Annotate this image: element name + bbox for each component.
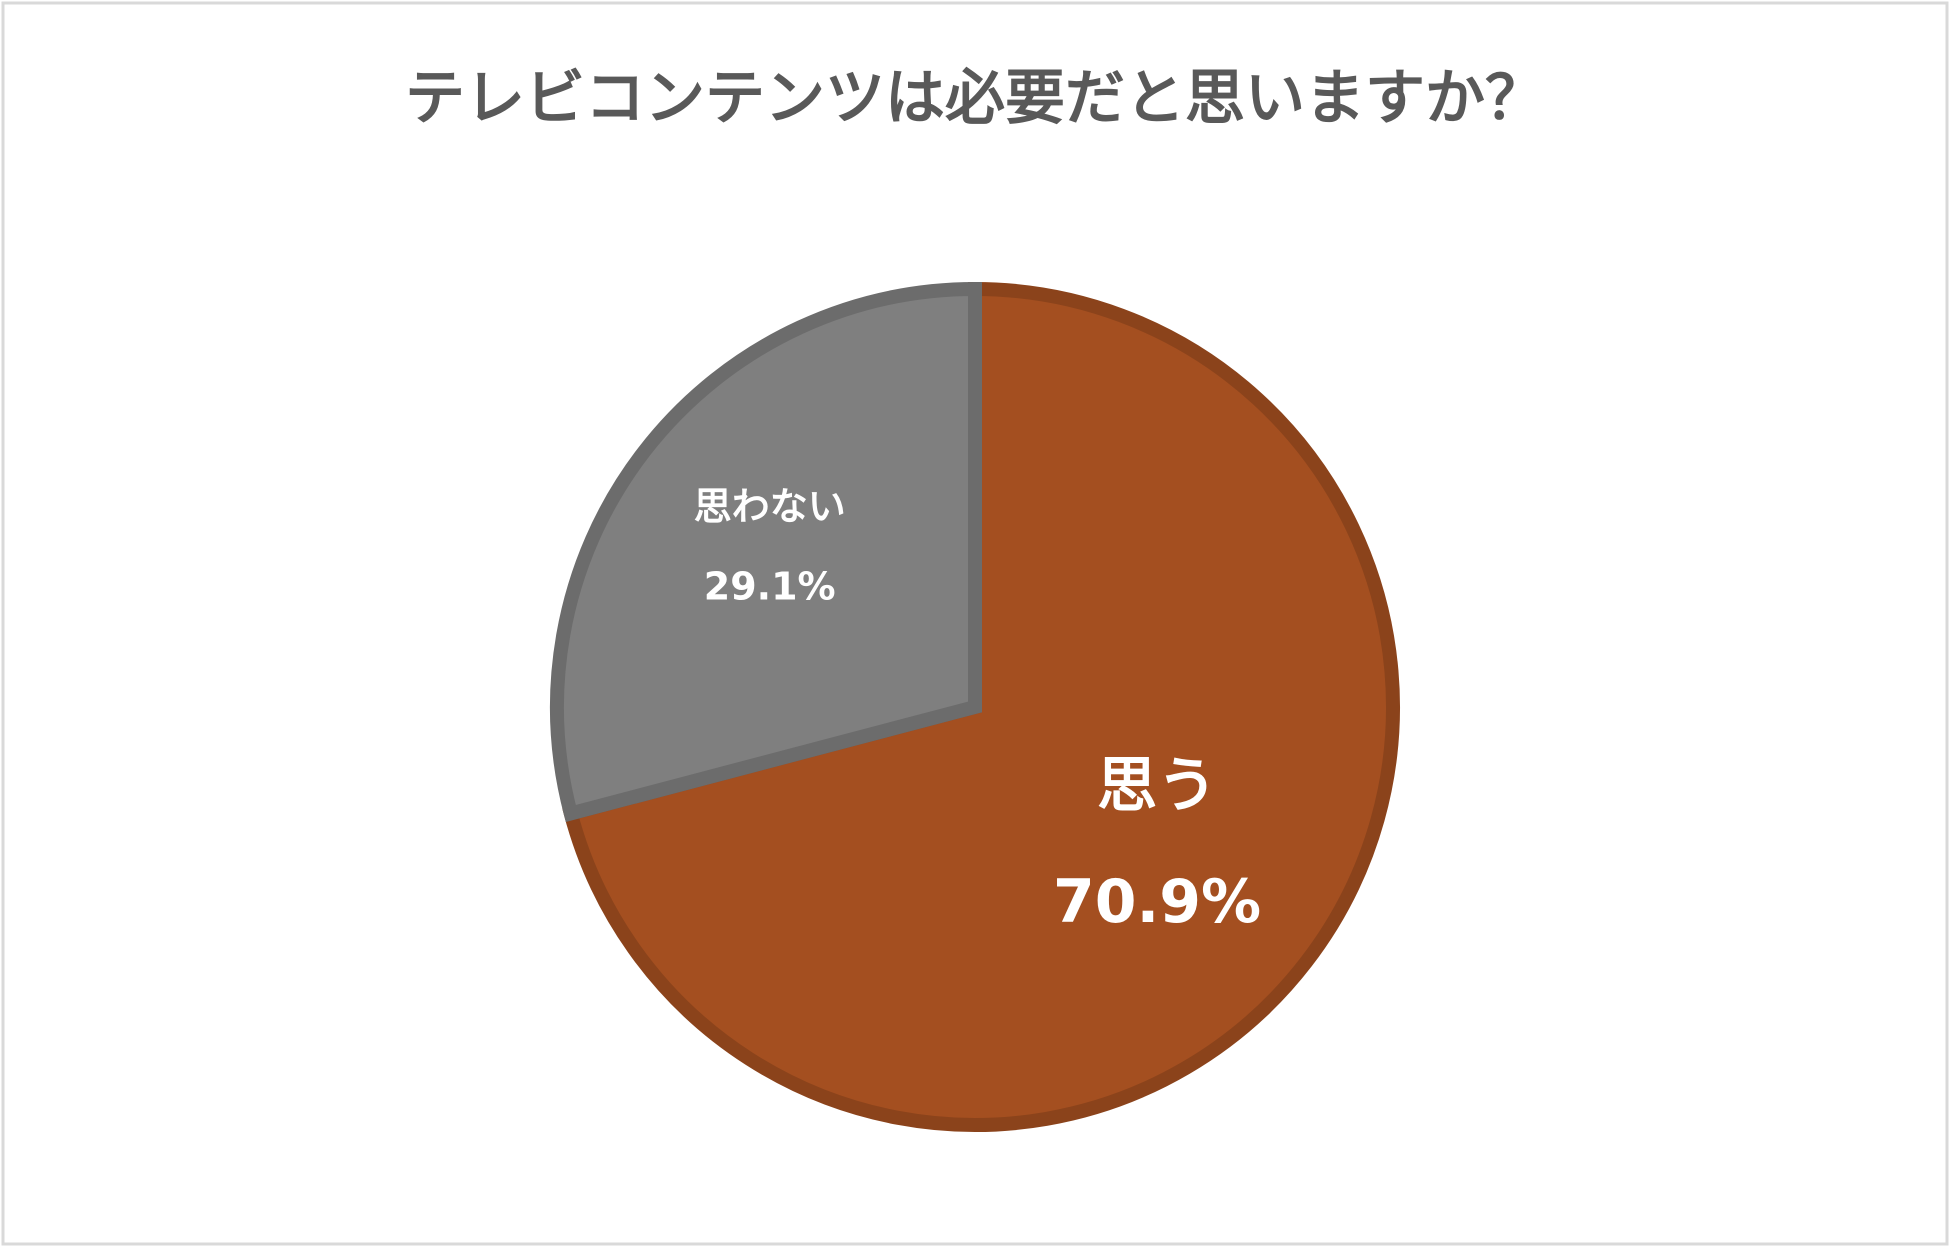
chart-title: テレビコンテンツは必要だと思いますか？ — [405, 64, 1545, 134]
pie-slice — [550, 281, 982, 823]
slice-value-label: 29.1% — [704, 564, 836, 608]
slice-value-label: 70.9% — [1053, 867, 1261, 937]
slice-label: 思わない — [694, 484, 846, 528]
slice-label: 思う — [1097, 751, 1217, 821]
